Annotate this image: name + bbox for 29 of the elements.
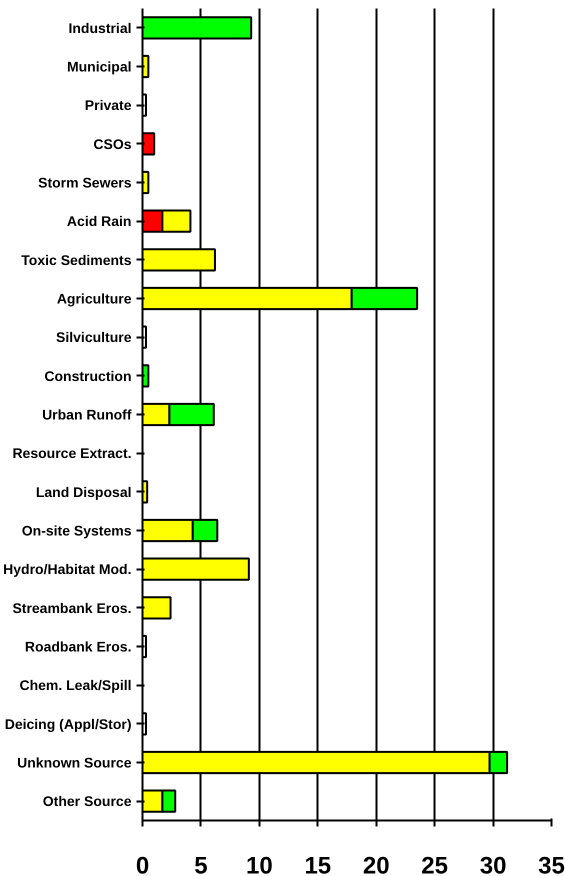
y-tick-label: Industrial bbox=[68, 20, 132, 36]
y-tick-label: Silviculture bbox=[56, 329, 132, 346]
y-tick-label: Municipal bbox=[66, 58, 132, 74]
x-tick-label: 25 bbox=[421, 852, 448, 876]
y-tick-label: Unknown Source bbox=[17, 754, 132, 770]
y-tick-label: Roadbank Eros. bbox=[24, 638, 132, 654]
y-tick-label: Agriculture bbox=[56, 290, 132, 306]
y-tick-label: Hydro/Habitat Mod. bbox=[3, 561, 132, 578]
x-tick-label: 0 bbox=[136, 852, 150, 876]
x-tick-label: 10 bbox=[246, 852, 273, 876]
y-tick-label: Storm Sewers bbox=[38, 174, 132, 190]
y-tick-label: Chem. Leak/Spill bbox=[19, 677, 132, 694]
y-tick-label: CSOs bbox=[93, 136, 132, 152]
y-tick-label: Toxic Sediments bbox=[21, 252, 132, 268]
y-tick-label: Urban Runoff bbox=[42, 406, 132, 422]
x-tick-label: 30 bbox=[480, 852, 506, 876]
x-tick-label: 15 bbox=[304, 852, 332, 876]
y-tick-label: Private bbox=[84, 97, 132, 114]
y-tick-label: Other Source bbox=[42, 793, 132, 810]
y-tick-label: Land Disposal bbox=[36, 484, 132, 500]
y-tick-label: On-site Systems bbox=[22, 522, 132, 538]
y-tick-label: Acid Rain bbox=[66, 213, 132, 230]
y-tick-label: Streambank Eros. bbox=[12, 600, 132, 616]
y-tick-label: Construction bbox=[44, 368, 132, 384]
x-tick-label: 35 bbox=[538, 852, 565, 876]
y-tick-label: Resource Extract. bbox=[12, 445, 132, 462]
x-tick-label: 5 bbox=[194, 852, 208, 876]
y-tick-label: Deicing (Appl/Stor) bbox=[4, 716, 132, 732]
x-tick-label: 20 bbox=[362, 852, 390, 876]
